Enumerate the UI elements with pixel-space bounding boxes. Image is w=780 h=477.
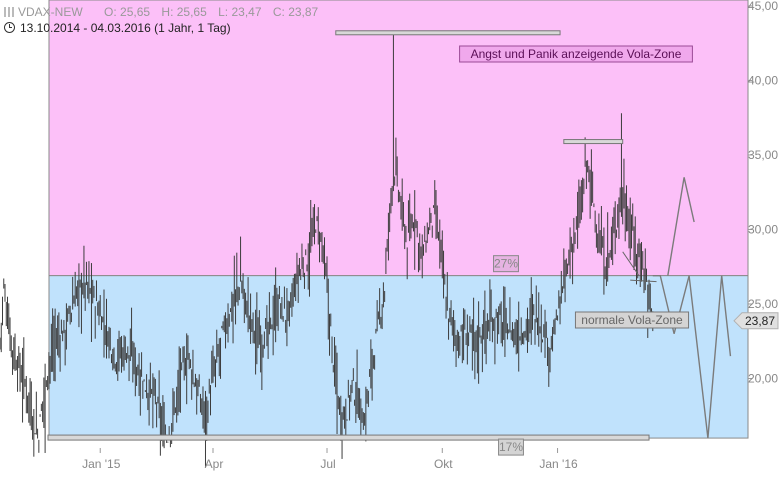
support-bar (47, 434, 650, 441)
trend-hint-line (630, 279, 657, 283)
y-tick-label: 40,00 (748, 73, 778, 87)
x-tick-label: Apr (205, 457, 224, 471)
y-tick-label: 25,00 (748, 297, 778, 311)
panic-zone (48, 0, 749, 277)
symbol-logo-icon (4, 7, 14, 17)
symbol-name: VDAX-NEW (18, 5, 83, 19)
low-value: 23,47 (231, 5, 262, 19)
projection-line (652, 274, 732, 439)
close-value: 23,87 (288, 5, 319, 19)
quote-header: VDAX-NEW O: 25,65 H: 25,65 L: 23,47 C: 2… (4, 5, 318, 19)
y-tick-label: 30,00 (748, 222, 778, 236)
y-axis: 20,00 25,00 30,00 35,00 40,00 45,00 23,87 (733, 0, 779, 385)
projection-line-upper (667, 177, 695, 276)
open-value: 25,65 (120, 5, 151, 19)
last-value-label: 23,87 (745, 314, 775, 328)
open-label: O: (104, 5, 117, 19)
clock-icon (4, 22, 15, 33)
period-info: 13.10.2014 - 04.03.2016 (1 Jahr, 1 Tag) (4, 21, 231, 35)
low-label: L: (218, 5, 229, 19)
normal-zone-label: normale Vola-Zone (581, 313, 683, 327)
y-tick-label: 35,00 (748, 148, 778, 162)
zone-labels: Angst und Panik anzeigende Vola-Zone norm… (459, 45, 693, 456)
panic-zone-label: Angst und Panik anzeigende Vola-Zone (471, 47, 682, 61)
x-tick-label: Jul (320, 457, 335, 471)
normal-zone-label-box (574, 311, 690, 329)
x-tick-label: Jan '16 (539, 457, 578, 471)
x-tick-label: Okt (434, 457, 453, 471)
last-value-tag (733, 312, 779, 330)
period-text: 13.10.2014 - 04.03.2016 (1 Jahr, 1 Tag) (20, 21, 231, 35)
level-27-label-box (493, 255, 519, 273)
panic-zone-label-box (459, 45, 693, 63)
resistance-bar (563, 139, 624, 145)
normal-zone (48, 275, 749, 439)
vola-zones (48, 0, 749, 439)
x-axis: Jan '15 Apr Jul Okt Jan '16 (82, 448, 578, 471)
trend-hint-line (622, 251, 640, 276)
y-tick-label: 20,00 (748, 371, 778, 385)
level-17-label: 17% (499, 440, 523, 454)
close-label: C: (272, 5, 285, 19)
level-17-label-box (498, 438, 524, 456)
x-tick-label: Jan '15 (82, 457, 121, 471)
y-tick-label: 45,00 (748, 0, 778, 13)
projection-path (622, 177, 732, 439)
level-lines (47, 30, 650, 441)
resistance-bar (335, 30, 561, 36)
level-27-label: 27% (494, 257, 518, 271)
price-bars (0, 32, 654, 467)
high-label: H: (161, 5, 174, 19)
high-value: 25,65 (176, 5, 207, 19)
